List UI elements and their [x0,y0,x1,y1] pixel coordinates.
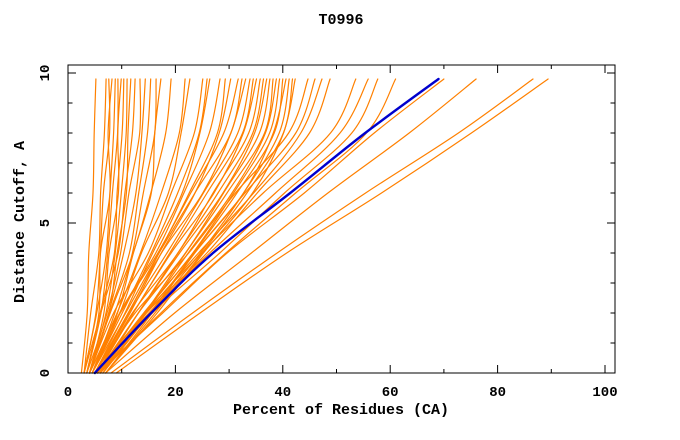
prediction-curve [96,78,316,374]
x-axis-label: Percent of Residues (CA) [233,402,449,419]
prediction-curve [83,78,107,374]
prediction-curve [88,78,128,374]
highlighted-model-curve [93,77,440,375]
prediction-curve [94,78,251,374]
prediction-curve [96,78,261,374]
axis-ticks [67,65,615,374]
prediction-curve [88,78,239,374]
x-tick-label: 80 [489,385,506,401]
y-tick-label: 10 [38,65,54,82]
prediction-curve [115,78,549,374]
prediction-curve [88,78,204,374]
tick-labels: 0 20 40 60 80 100 0 5 10 [38,65,618,401]
chart-title: T0996 [318,12,363,29]
y-tick-label: 0 [38,369,54,377]
prediction-curve [94,78,258,374]
prediction-curve [86,78,113,374]
y-axis-label: Distance Cutoff, A [12,141,29,303]
prediction-curve [88,78,146,374]
prediction-curve [94,78,232,374]
prediction-curve [86,78,142,374]
prediction-curve [83,78,136,374]
y-tick-label: 5 [38,219,54,227]
prediction-curve [99,78,331,374]
prediction-curve [91,78,191,374]
prediction-curve [80,78,97,374]
prediction-curve [110,78,534,374]
x-tick-label: 0 [64,385,72,401]
prediction-curve [94,78,309,374]
prediction-curve [96,78,445,374]
x-tick-label: 100 [592,385,617,401]
prediction-curve [105,78,477,374]
x-tick-label: 20 [167,385,184,401]
x-tick-label: 40 [274,385,291,401]
prediction-curve [83,78,116,374]
x-tick-label: 60 [382,385,399,401]
prediction-curve [91,78,208,374]
curves-group [80,77,549,375]
prediction-curve [94,78,357,374]
prediction-curve [88,78,186,374]
plot-border [67,64,616,374]
prediction-curve [88,78,172,374]
prediction-curve [105,78,296,374]
prediction-curve [99,78,271,374]
prediction-curve [96,78,369,374]
prediction-curve [88,78,122,374]
